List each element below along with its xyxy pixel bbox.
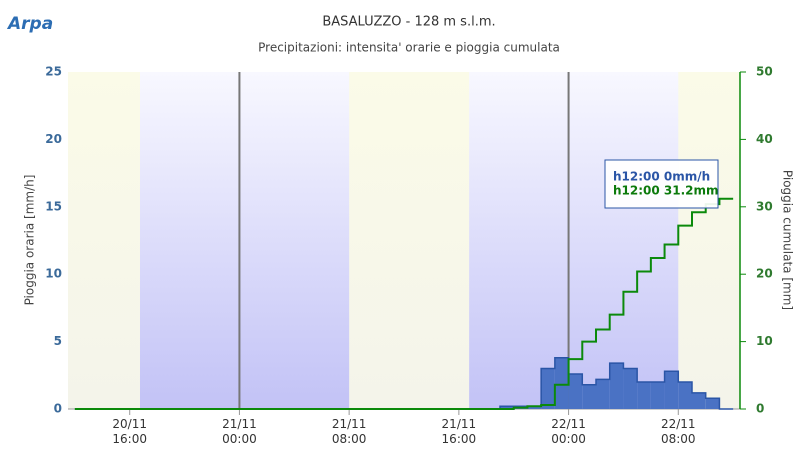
tooltip-line: h12:00 31.2mm [613, 184, 719, 198]
rain-bar [596, 379, 610, 409]
rain-bar [609, 363, 624, 409]
y2-tick-label: 30 [756, 199, 773, 213]
chart-subtitle: Precipitazioni: intensita' orarie e piog… [258, 41, 560, 55]
rain-bar [623, 368, 638, 409]
y-tick-label: 5 [54, 334, 62, 348]
rain-bar [637, 382, 651, 409]
x-tick-label: 22/11 00:00 [551, 417, 586, 446]
night-band [140, 72, 350, 409]
rain-bar [678, 382, 692, 409]
x-tick-label: 21/11 16:00 [441, 417, 477, 446]
x-tick-label: 21/11 08:00 [331, 417, 367, 446]
rain-bar [664, 371, 679, 409]
y2-axis-title: Pioggia cumulata [mm] [781, 170, 795, 310]
rain-bar [541, 368, 555, 409]
x-tick-label: 20/11 16:00 [112, 417, 147, 446]
rain-bar [527, 406, 542, 409]
rain-bar [500, 406, 514, 409]
tooltip-line: h12:00 0mm/h [613, 170, 710, 184]
rain-bar [582, 384, 596, 409]
y2-tick-label: 40 [756, 132, 773, 146]
night-band [469, 72, 679, 409]
rain-bar [692, 392, 706, 409]
x-tick-label: 21/11 00:00 [222, 417, 257, 446]
y-tick-label: 20 [45, 132, 62, 146]
y2-tick-label: 50 [756, 65, 773, 79]
y-tick-label: 10 [45, 267, 62, 281]
rain-bar [568, 373, 583, 409]
y-axis-title: Pioggia oraria [mm/h] [23, 175, 37, 306]
y-tick-label: 0 [54, 402, 62, 416]
y2-tick-label: 20 [756, 267, 773, 281]
y-tick-label: 15 [45, 199, 62, 213]
chart-title: BASALUZZO - 128 m s.l.m. [322, 15, 495, 30]
tooltip-box [604, 159, 719, 209]
rain-bar [705, 398, 720, 409]
cumulative-line [74, 197, 734, 410]
rain-bar [554, 357, 569, 409]
y-tick-label: 25 [45, 65, 62, 79]
x-tick-label: 22/11 08:00 [660, 417, 696, 446]
y2-tick-label: 0 [756, 402, 764, 416]
rain-bar [650, 382, 665, 409]
logo: Arpa [6, 14, 53, 34]
y2-tick-label: 10 [756, 334, 773, 348]
